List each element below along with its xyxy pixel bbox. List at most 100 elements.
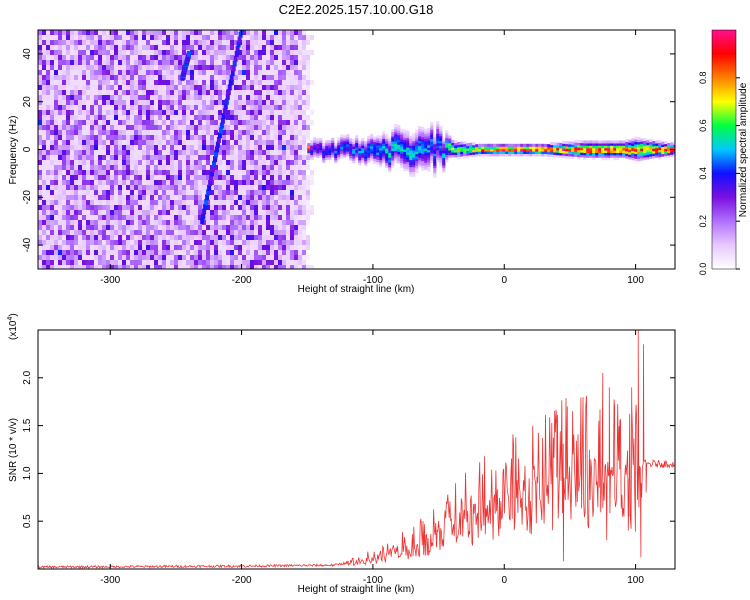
heatmap-cell bbox=[198, 100, 202, 105]
heatmap-cell bbox=[290, 70, 294, 75]
heatmap-band-cell bbox=[424, 162, 428, 166]
heatmap-cell bbox=[74, 185, 78, 190]
heatmap-cell bbox=[106, 70, 110, 75]
heatmap-band-cell bbox=[448, 145, 452, 149]
heatmap-cell bbox=[174, 190, 178, 195]
heatmap-cell bbox=[262, 155, 266, 160]
heatmap-cell bbox=[162, 265, 166, 269]
heatmap-cell bbox=[122, 190, 126, 195]
heatmap-cell bbox=[158, 205, 162, 210]
heatmap-cell bbox=[178, 245, 182, 250]
heatmap-band-cell bbox=[328, 147, 332, 151]
heatmap-cell bbox=[258, 230, 262, 235]
heatmap-cell bbox=[46, 265, 50, 269]
heatmap-band-cell bbox=[610, 140, 614, 144]
heatmap-band-cell bbox=[343, 137, 347, 141]
heatmap-cell bbox=[242, 230, 246, 235]
heatmap-band-cell bbox=[430, 124, 434, 128]
heatmap-cells bbox=[38, 30, 675, 269]
heatmap-cell bbox=[230, 220, 234, 225]
heatmap-cell bbox=[210, 85, 214, 90]
heatmap-cell bbox=[206, 85, 210, 90]
heatmap-band-cell bbox=[664, 153, 668, 157]
heatmap-cell bbox=[130, 175, 134, 180]
heatmap-band-cell bbox=[421, 129, 425, 133]
heatmap-cell bbox=[298, 140, 302, 145]
heatmap-cell bbox=[134, 170, 138, 175]
heatmap-band-cell bbox=[337, 137, 341, 141]
heatmap-cell bbox=[146, 75, 150, 80]
heatmap-cell bbox=[194, 225, 198, 230]
heatmap-cell bbox=[114, 85, 118, 90]
heatmap-band-cell bbox=[574, 151, 578, 155]
heatmap-cell bbox=[42, 100, 46, 105]
heatmap-cell bbox=[114, 255, 118, 260]
heatmap-cell bbox=[274, 250, 278, 255]
heatmap-cell bbox=[138, 180, 142, 185]
heatmap-cell bbox=[58, 80, 62, 85]
heatmap-band-cell bbox=[361, 138, 365, 142]
heatmap-band-cell bbox=[340, 148, 344, 152]
heatmap-cell bbox=[50, 75, 54, 80]
heatmap-cell bbox=[230, 265, 234, 269]
heatmap-cell bbox=[130, 260, 134, 265]
heatmap-cell bbox=[278, 70, 282, 75]
heatmap-cell bbox=[170, 255, 174, 260]
heatmap-cell bbox=[142, 180, 146, 185]
y-tick-label: -40 bbox=[22, 237, 33, 252]
heatmap-cell bbox=[110, 180, 114, 185]
heatmap-band-cell bbox=[367, 157, 371, 161]
heatmap-cell bbox=[122, 170, 126, 175]
heatmap-cell bbox=[162, 65, 166, 70]
heatmap-cell bbox=[182, 115, 186, 120]
heatmap-cell bbox=[290, 190, 294, 195]
heatmap-cell bbox=[174, 175, 178, 180]
heatmap-cell bbox=[174, 160, 178, 165]
heatmap-band-cell bbox=[355, 135, 359, 139]
heatmap-cell bbox=[38, 245, 42, 250]
heatmap-cell bbox=[38, 125, 42, 130]
heatmap-cell bbox=[62, 130, 66, 135]
heatmap-cell bbox=[174, 120, 178, 125]
heatmap-cell bbox=[102, 220, 106, 225]
heatmap-band-cell bbox=[439, 161, 443, 165]
heatmap-cell bbox=[290, 200, 294, 205]
heatmap-cell bbox=[106, 160, 110, 165]
heatmap-band-cell bbox=[574, 139, 578, 143]
heatmap-cell bbox=[278, 45, 282, 50]
heatmap-cell bbox=[162, 260, 166, 265]
heatmap-cell bbox=[198, 130, 202, 135]
heatmap-cell bbox=[310, 210, 314, 215]
heatmap-cell bbox=[122, 150, 126, 155]
heatmap-cell bbox=[222, 245, 226, 250]
heatmap-band-cell bbox=[370, 153, 374, 156]
heatmap-cell bbox=[262, 185, 266, 190]
heatmap-streak-cell bbox=[223, 103, 228, 110]
heatmap-band-cell bbox=[385, 145, 389, 149]
heatmap-band-cell bbox=[523, 146, 527, 150]
heatmap-band-cell bbox=[493, 148, 497, 152]
heatmap-cell bbox=[110, 235, 114, 240]
heatmap-cell bbox=[134, 140, 138, 145]
heatmap-band-cell bbox=[403, 156, 407, 160]
heatmap-cell bbox=[146, 170, 150, 175]
heatmap-cell bbox=[106, 30, 110, 35]
heatmap-band-cell bbox=[421, 136, 425, 140]
heatmap-cell bbox=[118, 40, 122, 45]
heatmap-band-cell bbox=[565, 143, 569, 147]
heatmap-cell bbox=[158, 130, 162, 135]
heatmap-cell bbox=[58, 195, 62, 200]
heatmap-cell bbox=[86, 85, 90, 90]
heatmap-cell bbox=[102, 210, 106, 215]
heatmap-cell bbox=[130, 155, 134, 160]
heatmap-cell bbox=[254, 210, 258, 215]
heatmap-cell bbox=[218, 115, 222, 120]
heatmap-cell bbox=[182, 120, 186, 125]
heatmap-streak-cell bbox=[215, 141, 220, 148]
heatmap-cell bbox=[42, 225, 46, 230]
heatmap-cell bbox=[126, 125, 130, 130]
heatmap-cell bbox=[266, 215, 270, 220]
heatmap-cell bbox=[158, 65, 162, 70]
heatmap-cell bbox=[94, 75, 98, 80]
heatmap-cell bbox=[270, 175, 274, 180]
